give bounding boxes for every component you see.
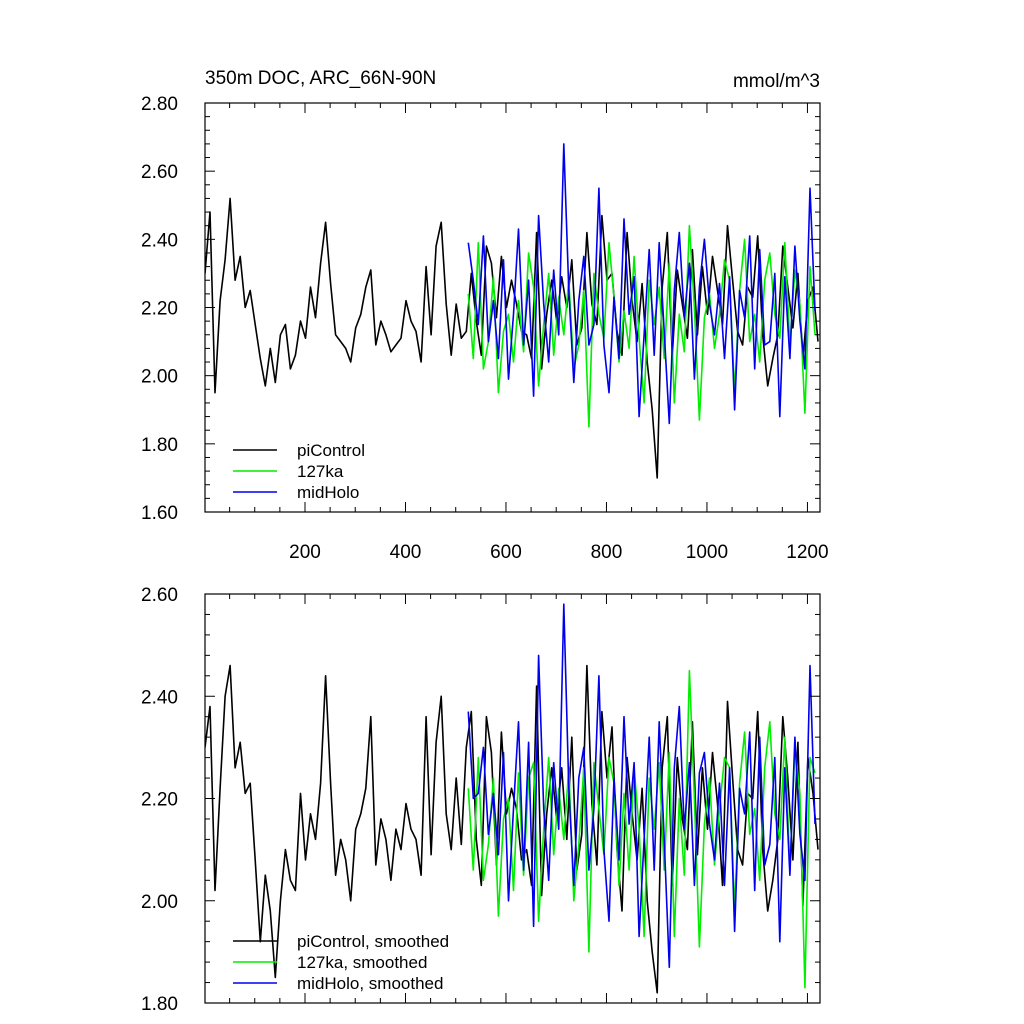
y-tick-label: 2.80 [141, 94, 178, 115]
y-tick-label: 2.00 [141, 367, 178, 388]
legend-label: 127ka, smoothed [297, 953, 427, 972]
units-label: mmol/m^3 [733, 71, 820, 92]
legend-label: midHolo, smoothed [297, 974, 443, 993]
x-tick-label: 800 [591, 542, 623, 563]
legend: piControl 127ka midHolo [233, 441, 365, 502]
y-tick-label: 2.20 [141, 790, 178, 811]
x-tick-label: 200 [289, 542, 321, 563]
y-tick-label: 2.40 [141, 230, 178, 251]
x-tick-label: 600 [490, 542, 522, 563]
x-tick-label: 1200 [786, 542, 828, 563]
series-line-midholo [467, 143, 816, 425]
chart-title: 350m DOC, ARC_66N-90N [205, 68, 436, 89]
y-tick-label: 2.40 [141, 687, 178, 708]
series-line-picontrol [205, 197, 819, 479]
top-panel: 1.60 1.80 2.00 2.20 2.40 2.60 2.80 200 400 600 800… [141, 68, 829, 563]
y-tick-label: 2.00 [141, 892, 178, 913]
y-tick-label: 2.20 [141, 299, 178, 320]
y-tick-label: 1.80 [141, 435, 178, 456]
bottom-panel: 1.80 2.00 2.20 2.40 2.60 piControl, smoothed 1… [141, 585, 821, 1015]
x-tick-label: 1000 [686, 542, 728, 563]
x-tick-label: 400 [390, 542, 422, 563]
y-tick-label: 1.60 [141, 503, 178, 524]
legend-label: 127ka [297, 462, 344, 481]
y-tick-label: 2.60 [141, 585, 178, 606]
y-tick-label: 2.60 [141, 162, 178, 183]
series-line-picontrol-smoothed [205, 664, 819, 994]
legend-label: piControl [297, 441, 365, 460]
y-tick-label: 1.80 [141, 994, 178, 1015]
legend-label: piControl, smoothed [297, 932, 449, 951]
legend-label: midHolo [297, 483, 359, 502]
legend: piControl, smoothed 127ka, smoothed midHol… [233, 932, 449, 993]
series-line-midholo-smoothed [467, 603, 816, 969]
